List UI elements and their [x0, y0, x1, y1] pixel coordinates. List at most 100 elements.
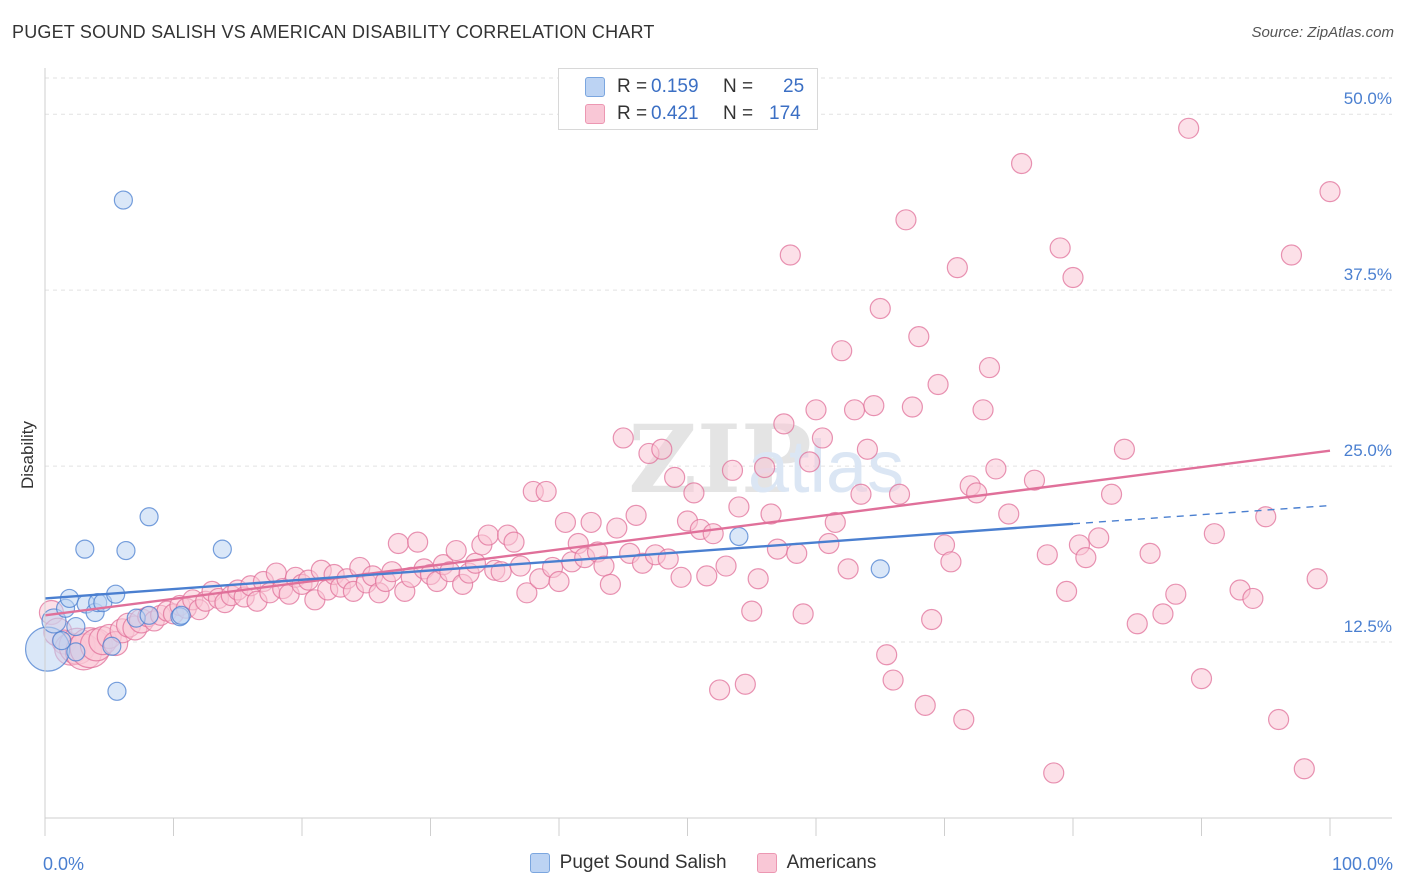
- americans-point: [625, 504, 647, 526]
- puget-sound-salish-point: [139, 507, 159, 527]
- legend-label: Americans: [786, 852, 877, 873]
- americans-point: [863, 394, 885, 417]
- americans-point: [850, 483, 872, 505]
- americans-point: [1203, 523, 1225, 545]
- americans-point: [1293, 758, 1315, 780]
- americans-point: [831, 340, 853, 362]
- americans-point: [1152, 603, 1174, 625]
- americans-point: [811, 427, 834, 449]
- puget-sound-salish-point: [729, 526, 749, 547]
- americans-point: [1139, 542, 1161, 564]
- americans-point: [978, 356, 1001, 379]
- americans-point: [766, 538, 789, 560]
- puget-sound-salish-point: [139, 605, 159, 625]
- americans-point: [387, 532, 409, 555]
- americans-point: [824, 511, 846, 534]
- puget-sound-salish-point: [116, 540, 136, 561]
- n-label: N =: [723, 76, 754, 97]
- puget-sound-salish-point: [212, 539, 232, 559]
- americans-point: [1088, 527, 1110, 549]
- americans-point: [1043, 762, 1065, 784]
- americans-point: [445, 539, 467, 562]
- pink-swatch-icon: [756, 853, 777, 873]
- americans-point: [477, 524, 499, 546]
- americans-point: [683, 482, 705, 504]
- americans-point: [1023, 469, 1046, 491]
- y-tick-label: 37.5%: [1344, 265, 1392, 284]
- axes: 12.5% 25.0% 37.5% 50.0% 0.0% 100.0%: [43, 68, 1393, 874]
- americans-point: [606, 517, 628, 539]
- americans-point: [747, 568, 769, 590]
- r-label: R =: [617, 76, 648, 97]
- americans-point: [1319, 181, 1341, 203]
- americans-point: [927, 373, 949, 396]
- americans-point: [779, 244, 801, 266]
- americans-point: [1306, 568, 1328, 590]
- americans-point: [760, 503, 782, 525]
- blue-swatch-icon: [529, 853, 550, 873]
- americans-point: [1165, 583, 1187, 605]
- americans-point: [940, 551, 962, 573]
- puget-sound-salish-point: [870, 559, 890, 579]
- americans-trend-line: [44, 449, 1331, 617]
- americans-point: [1113, 438, 1136, 460]
- americans-point: [535, 480, 557, 503]
- americans-point: [516, 582, 538, 604]
- americans-point: [1010, 152, 1033, 175]
- puget-sound-salish-point: [107, 681, 127, 701]
- americans-point: [1242, 587, 1264, 610]
- americans-point: [856, 438, 879, 460]
- americans-point: [805, 399, 827, 421]
- americans-point: [1178, 117, 1200, 139]
- puget-sound-salish-point: [52, 631, 72, 651]
- americans-point: [1267, 708, 1290, 731]
- puget-sound-salish-point: [113, 190, 133, 210]
- americans-point: [1190, 668, 1213, 690]
- americans-point: [709, 679, 731, 701]
- source-label: Source: ZipAtlas.com: [1251, 24, 1394, 41]
- americans-point: [818, 532, 840, 555]
- stats-row-puget-sound-salish: R = 0.159 N = 25: [585, 75, 804, 99]
- y-tick-label: 25.0%: [1344, 441, 1392, 460]
- americans-point: [876, 644, 898, 666]
- puget-sound-salish-point: [66, 642, 86, 662]
- americans-point: [599, 573, 622, 595]
- legend-item-americans[interactable]: Americans: [756, 852, 877, 874]
- americans-point: [651, 438, 673, 460]
- americans-point: [1062, 266, 1084, 289]
- americans-point: [985, 458, 1007, 480]
- americans-point: [966, 482, 988, 504]
- y-axis-label: Disability: [18, 420, 37, 489]
- blue-swatch-icon: [585, 77, 605, 97]
- americans-point: [1126, 613, 1148, 635]
- americans-point: [1055, 580, 1078, 602]
- americans-point: [786, 542, 808, 564]
- puget-sound-salish-point: [66, 616, 86, 637]
- n-value: 174: [769, 103, 801, 124]
- americans-point: [843, 399, 866, 421]
- stats-row-americans: R = 0.421 N = 174: [585, 102, 801, 126]
- americans-point: [888, 483, 911, 505]
- americans-point: [798, 451, 821, 473]
- puget-sound-salish-point: [102, 636, 122, 656]
- pink-swatch-icon: [585, 104, 605, 124]
- americans-point: [741, 600, 763, 622]
- americans-point: [696, 565, 718, 587]
- americans-point: [972, 399, 994, 421]
- americans-point: [837, 558, 859, 580]
- puget-sound-salish-trend-extension: [1072, 504, 1331, 525]
- americans-point: [670, 566, 692, 588]
- americans-point: [464, 552, 487, 574]
- r-value: 0.159: [651, 76, 699, 97]
- americans-point: [734, 673, 756, 695]
- americans-point: [715, 555, 737, 577]
- americans-point: [509, 555, 532, 577]
- americans-point: [1075, 547, 1097, 569]
- y-tick-label: 12.5%: [1344, 617, 1392, 636]
- americans-point: [503, 531, 525, 553]
- n-label: N =: [723, 103, 754, 124]
- americans-point: [612, 427, 634, 449]
- americans-point: [728, 496, 750, 518]
- legend-item-puget-sound-salish[interactable]: Puget Sound Salish: [529, 852, 727, 874]
